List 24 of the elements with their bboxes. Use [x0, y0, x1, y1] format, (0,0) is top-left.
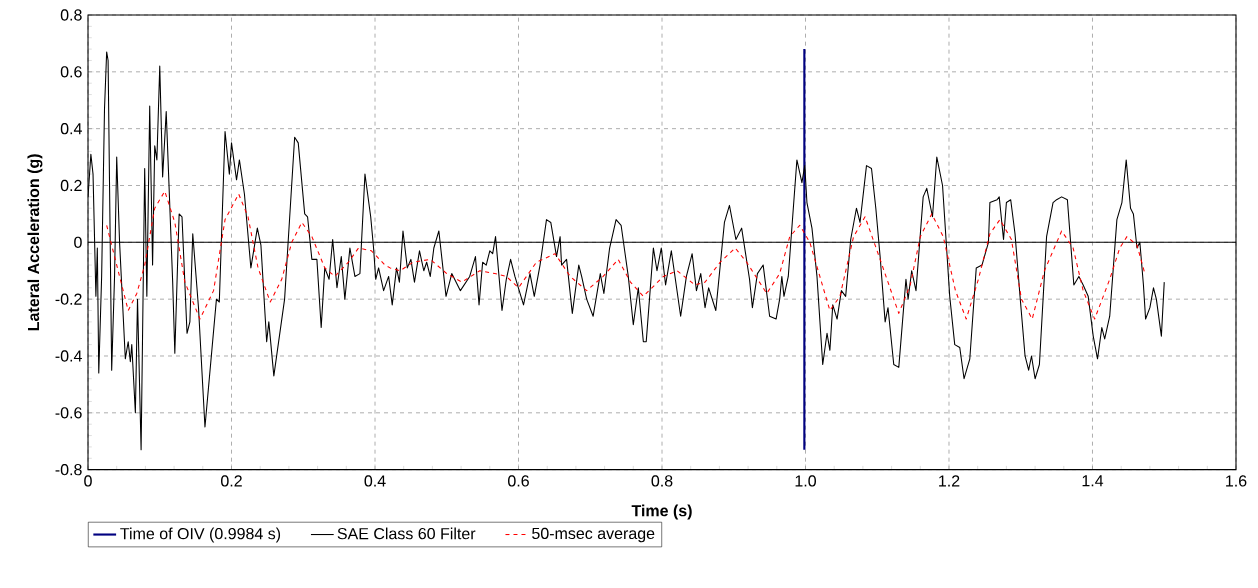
- x-tick-label: 0.6: [508, 475, 529, 487]
- x-tick-label: 0.2: [221, 475, 242, 487]
- y-tick-label: 0.4: [60, 123, 82, 135]
- legend-label: Time of OIV (0.9984 s): [120, 527, 281, 543]
- y-tick-label: 0: [74, 236, 82, 248]
- x-tick-label: 1.2: [939, 475, 960, 487]
- y-tick-label: 0.2: [60, 179, 82, 192]
- y-tick-label: -0.4: [55, 350, 82, 362]
- legend-label: SAE Class 60 Filter: [337, 527, 476, 540]
- x-axis-title: Time (s): [631, 504, 692, 520]
- y-axis-title: Lateral Acceleration (g): [27, 154, 43, 331]
- x-tick-label: 0.4: [364, 475, 386, 487]
- x-tick-label: 0.8: [651, 475, 673, 487]
- y-tick-label: 0.6: [60, 66, 82, 78]
- x-tick-label: 1.6: [1226, 475, 1247, 487]
- y-tick-label: -0.6: [55, 407, 82, 419]
- legend-label: 50-msec average: [532, 527, 655, 543]
- x-tick-label: 1.4: [1082, 475, 1104, 487]
- x-tick-label: 0: [84, 475, 92, 487]
- y-tick-label: 0.8: [60, 9, 82, 21]
- x-tick-label: 1.0: [795, 475, 816, 487]
- y-tick-label: -0.8: [55, 464, 82, 476]
- line-series: [106, 190, 1146, 320]
- y-tick-label: -0.2: [55, 293, 82, 305]
